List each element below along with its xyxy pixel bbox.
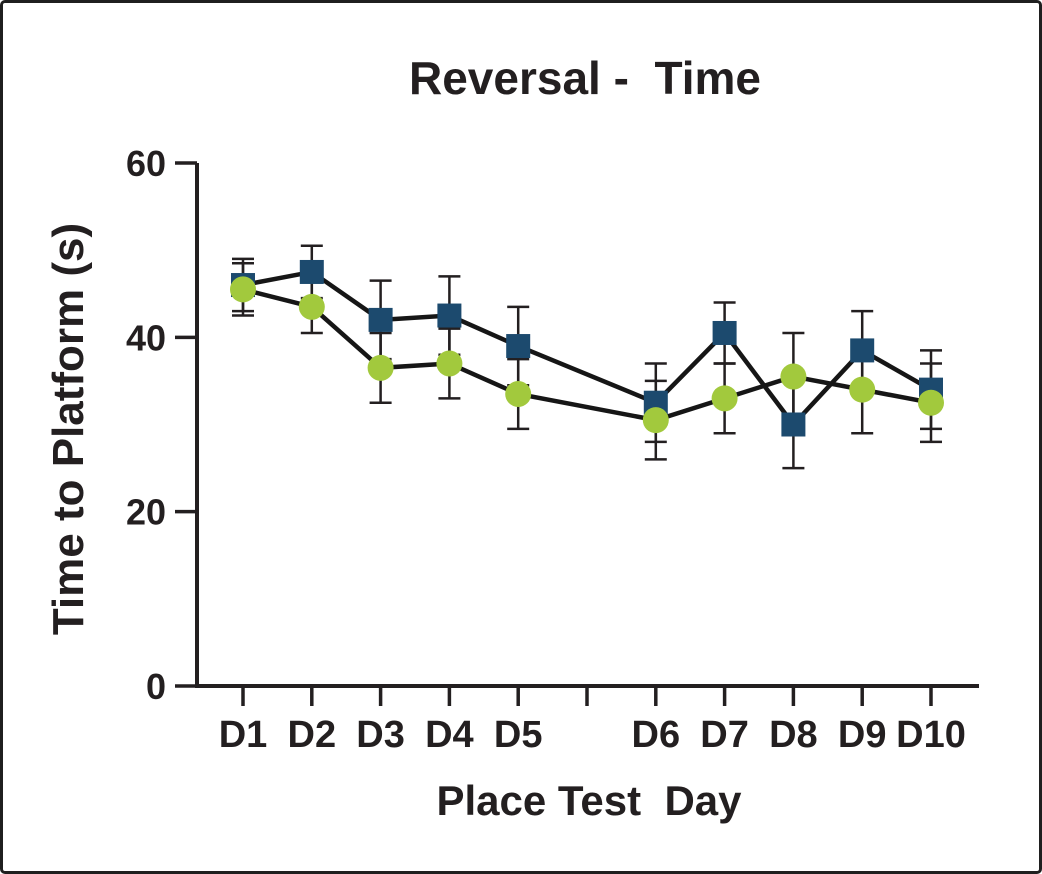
data-point-circle (230, 276, 256, 303)
data-point-circle (367, 354, 394, 381)
data-point-square (850, 338, 875, 363)
x-tick-label: D1 (219, 714, 268, 756)
line-chart: Reversal - Time Time to Platform (s) Pla… (44, 52, 979, 824)
data-point-square (437, 303, 462, 328)
x-tick-label: D8 (769, 714, 818, 756)
y-tick-label: 60 (126, 143, 166, 184)
y-tick-label: 0 (146, 666, 166, 707)
series-line-square (242, 269, 933, 429)
data-point-circle (711, 385, 738, 412)
data-point-circle (642, 407, 669, 434)
data-point-square (299, 259, 324, 284)
y-axis-label: Time to Platform (s) (44, 223, 93, 635)
data-point-square (506, 334, 531, 359)
data-point-square (712, 320, 737, 345)
data-point-square (368, 307, 393, 332)
x-tick-label: D7 (700, 714, 749, 756)
data-point-circle (505, 380, 532, 407)
x-tick-label: D5 (494, 714, 543, 756)
x-tick-label: D10 (896, 714, 966, 756)
plot-area: 0 20 40 60 D1 D2 D3 D4 D5 D6 D7 D8 D9 D10 (126, 143, 979, 756)
data-point-circle (849, 376, 876, 403)
data-point-circle (780, 363, 807, 390)
x-axis-label: Place Test Day (436, 777, 742, 824)
data-point-circle (918, 389, 944, 416)
chart-title: Reversal - Time (409, 52, 761, 104)
x-tick-label: D6 (632, 714, 681, 756)
data-point-circle (436, 350, 463, 377)
data-point-square (781, 412, 806, 437)
x-tick-label: D3 (356, 714, 405, 756)
x-tick-label: D2 (288, 714, 337, 756)
x-tick-label: D4 (425, 714, 474, 756)
y-tick-label: 40 (126, 317, 166, 358)
data-point-circle (298, 293, 325, 320)
series-line-circle (242, 287, 932, 423)
y-tick-label: 20 (126, 492, 166, 533)
x-tick-label: D9 (838, 714, 887, 756)
